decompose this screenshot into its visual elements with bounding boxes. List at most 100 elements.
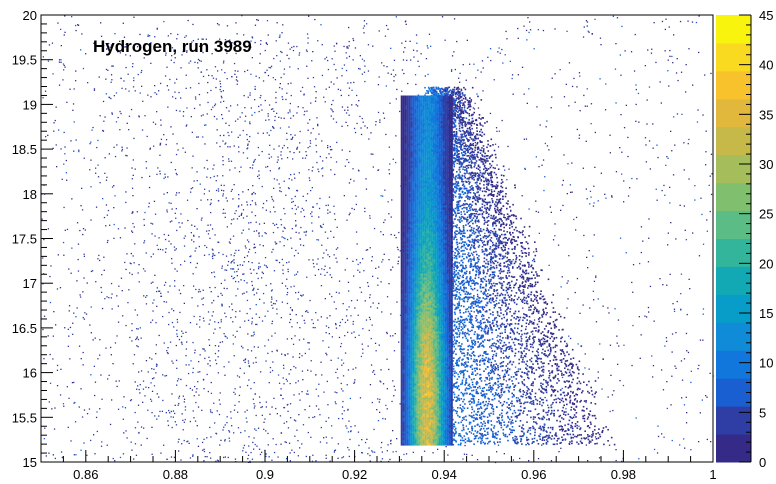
density-point [156,364,158,366]
density-point [271,369,274,372]
density-point [486,266,489,268]
density-point [233,255,235,257]
density-point [501,186,504,189]
density-point [214,276,216,278]
density-point [465,415,467,418]
density-point [505,266,508,268]
density-point [219,145,221,148]
density-point [42,328,44,331]
density-point [295,314,297,316]
density-point [300,226,302,229]
density-point [316,161,318,164]
density-point [417,60,419,62]
density-point [331,295,333,298]
density-point [226,25,229,27]
density-point [283,117,285,119]
density-point [528,315,531,318]
density-point [198,82,200,85]
density-point [365,249,367,251]
density-point [531,389,533,391]
density-point [223,184,225,187]
density-point [334,173,336,176]
density-point [245,115,247,117]
density-point [536,350,538,352]
density-point [485,170,487,172]
density-point [566,307,568,309]
density-point [300,244,302,246]
density-point [644,65,646,67]
density-point [224,312,226,314]
density-point [521,231,523,234]
density-point [653,320,655,322]
density-point [191,297,193,299]
density-point [498,294,501,297]
density-point [493,190,496,192]
density-point [260,406,262,409]
density-point [478,274,480,276]
density-point [132,255,134,257]
density-point [498,421,501,423]
density-point [433,88,435,91]
density-point [326,354,328,356]
density-point [528,306,530,309]
density-point [214,66,217,68]
density-point [192,40,195,42]
density-point [653,448,656,451]
density-point [145,252,147,254]
density-point [330,108,332,110]
density-point [174,249,176,251]
density-point [426,45,428,47]
density-point [231,188,233,191]
density-point [494,153,497,156]
density-point [554,223,556,225]
density-point [63,69,65,71]
density-point [541,391,543,393]
density-point [477,437,480,440]
density-point [388,213,390,215]
density-point [286,138,288,141]
density-point [70,440,72,442]
density-point [151,233,153,235]
density-point [229,242,231,244]
density-point [304,157,307,159]
density-point [296,112,298,114]
density-point [201,409,203,411]
density-point [406,59,408,61]
density-point [175,97,177,100]
density-point [472,195,475,198]
density-point [364,210,366,213]
density-point [236,218,239,220]
density-point [251,262,253,264]
density-point [657,425,659,427]
density-point [512,361,515,363]
density-point [290,94,292,97]
density-point [313,266,315,268]
density-point [470,260,472,262]
density-point [286,92,288,94]
density-point [170,202,172,204]
density-point [491,176,493,179]
density-point [502,165,505,168]
density-point [395,16,397,18]
density-point [130,399,133,401]
density-point [455,412,458,415]
density-point [269,371,272,373]
density-point [172,416,174,418]
density-point [378,76,380,78]
density-point [169,221,171,223]
density-point [75,80,77,82]
density-point [305,231,307,233]
density-point [275,223,278,225]
density-point [113,95,115,97]
density-point [343,195,345,197]
density-point [470,345,472,348]
density-point [326,442,328,444]
density-point [195,288,197,291]
density-point [251,37,254,39]
density-point [60,28,62,30]
density-point [683,169,685,171]
density-point [648,86,651,88]
density-point [307,369,309,371]
density-point [247,362,250,364]
density-point [477,69,479,71]
